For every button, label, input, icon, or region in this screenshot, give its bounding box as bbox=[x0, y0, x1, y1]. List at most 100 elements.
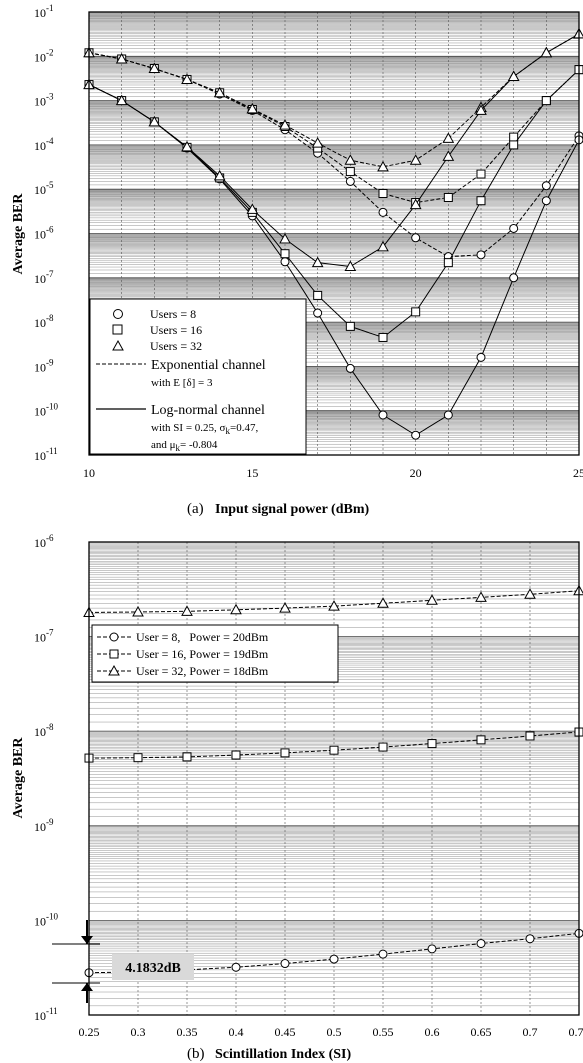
series-a-1-point bbox=[541, 181, 551, 191]
y-tick-label: 10-9 bbox=[34, 357, 54, 374]
series-a-6-point bbox=[475, 104, 487, 115]
series-b-1-point bbox=[427, 944, 437, 954]
series-a-3-point bbox=[377, 160, 389, 172]
chart-a-legend-box bbox=[89, 298, 307, 455]
series-a-6-point bbox=[181, 140, 193, 152]
y-tick-label: 10-4 bbox=[34, 136, 54, 153]
series-b-3-point bbox=[181, 605, 193, 616]
series-a-5-point bbox=[509, 140, 519, 150]
legend-exponential-channel: Exponential channel bbox=[151, 358, 266, 373]
x-tick-label: 25 bbox=[573, 466, 583, 480]
series-a-2-point bbox=[345, 167, 355, 177]
series-a-6-point bbox=[507, 70, 520, 81]
series-a-5-point bbox=[345, 321, 355, 331]
legend-b-entry-1: User = 8, Power = 20dBm bbox=[136, 630, 269, 644]
series-b-2-point bbox=[378, 742, 388, 752]
legend-square-marker bbox=[112, 324, 123, 335]
legend-users-8: Users = 8 bbox=[150, 307, 196, 321]
x-tick-label: 20 bbox=[410, 466, 422, 480]
chart-b-x-ticks: 0.25 0.3 0.35 0.4 0.45 0.5 0.55 0.6 0.65 0.7 0.75 bbox=[79, 1025, 583, 1039]
series-a-3-point bbox=[344, 154, 357, 165]
series-a-2-point bbox=[378, 188, 388, 198]
series-a-3-point bbox=[115, 52, 128, 64]
x-tick-label: 0.7 bbox=[523, 1025, 538, 1039]
series-a-3-point bbox=[181, 73, 193, 84]
legend-users-16: Users = 16 bbox=[150, 323, 202, 337]
series-a-3-point bbox=[442, 132, 455, 143]
series-a-5-point bbox=[411, 307, 421, 317]
y-tick-label: 10-8 bbox=[34, 722, 54, 739]
x-tick-label: 0.65 bbox=[471, 1025, 492, 1039]
series-b-1-point bbox=[280, 959, 290, 969]
y-tick-label: 10-1 bbox=[34, 3, 54, 20]
legend-lognormal-mu: and μk= -0.804 bbox=[151, 439, 218, 453]
x-tick-label: 0.6 bbox=[425, 1025, 440, 1039]
y-tick-label: 10-11 bbox=[34, 446, 58, 463]
series-b-3-line bbox=[88, 590, 580, 613]
series-a-4-point bbox=[411, 430, 421, 440]
series-b-3-point bbox=[377, 597, 389, 608]
x-tick-label: 10 bbox=[83, 466, 95, 480]
series-a-6-point bbox=[115, 94, 128, 106]
x-tick-label: 0.3 bbox=[131, 1025, 146, 1039]
chart-b-y-axis-label: Average BER bbox=[11, 737, 26, 819]
chart-a-legend: Users = 8 Users = 16 Users = 32 Exponent… bbox=[89, 298, 307, 455]
series-a-1-point bbox=[476, 250, 486, 260]
series-a-1-point bbox=[378, 207, 388, 217]
x-tick-label: 0.45 bbox=[275, 1025, 296, 1039]
series-a-6-point bbox=[246, 203, 259, 214]
series-a-6-point bbox=[409, 198, 422, 210]
y-tick-label: 10-8 bbox=[34, 313, 54, 330]
chart-a: 10-11 10-10 10-9 10-8 10-7 10-6 10-5 10-4 10-3 10… bbox=[11, 3, 583, 517]
series-a-4-point bbox=[313, 308, 323, 318]
chart-b-plot-frame bbox=[88, 541, 580, 1016]
x-tick-label: 0.5 bbox=[327, 1025, 342, 1039]
series-b-3-point bbox=[524, 588, 536, 599]
series-b-2-point bbox=[525, 731, 535, 741]
series-b-3-point bbox=[132, 605, 144, 617]
y-tick-label: 10-3 bbox=[34, 92, 54, 109]
legend-lognormal-channel: Log-normal channel bbox=[151, 403, 265, 418]
series-b-2-point bbox=[182, 752, 192, 762]
legend-b-square-marker bbox=[109, 649, 119, 659]
chart-a-x-ticks: 10 15 20 25 bbox=[83, 466, 583, 480]
series-a-4-point bbox=[280, 257, 290, 267]
series-a-3-point bbox=[279, 119, 291, 130]
series-b-2-point bbox=[280, 748, 290, 758]
series-a-3-point bbox=[246, 102, 259, 114]
series-b-2-point bbox=[427, 739, 437, 749]
legend-exponential-param: with E [δ] = 3 bbox=[151, 377, 213, 389]
y-tick-label: 10-7 bbox=[34, 269, 54, 286]
chart-b-legend-box bbox=[91, 624, 339, 683]
chart-b-annotation: 4.1832dB bbox=[52, 920, 194, 1003]
y-tick-label: 10-6 bbox=[34, 533, 54, 550]
series-a-5-point bbox=[541, 96, 551, 106]
chart-b-legend: User = 8, Power = 20dBm User = 16, Power… bbox=[91, 624, 339, 683]
y-tick-label: 10-9 bbox=[34, 817, 54, 834]
y-tick-label: 10-11 bbox=[34, 1006, 58, 1023]
series-a-6-point bbox=[148, 115, 161, 127]
series-a-5-point bbox=[476, 196, 486, 206]
legend-lognormal-param: with SI = 0.25, σk=0.47, bbox=[151, 422, 258, 436]
series-a-1-point bbox=[509, 223, 519, 233]
series-a-4-point bbox=[509, 273, 519, 283]
legend-b-entry-2: User = 16, Power = 19dBm bbox=[136, 647, 269, 661]
series-a-6-point bbox=[344, 260, 357, 271]
series-a-3-line bbox=[88, 33, 580, 168]
y-tick-label: 10-10 bbox=[34, 402, 58, 419]
series-a-3-point bbox=[409, 154, 422, 165]
series-a-2-point bbox=[509, 132, 519, 142]
series-b-3-point bbox=[279, 602, 291, 613]
series-a-3-point bbox=[148, 62, 161, 74]
series-a-6-point bbox=[213, 169, 226, 181]
x-tick-label: 0.35 bbox=[177, 1025, 198, 1039]
chart-b-y-ticks: 10-11 10-10 10-9 10-8 10-7 10-6 bbox=[34, 533, 58, 1023]
legend-b-circle-marker bbox=[109, 632, 119, 642]
y-tick-label: 10-7 bbox=[34, 628, 54, 645]
annotation-arrow-down-head bbox=[81, 936, 93, 944]
series-b-3-point bbox=[230, 603, 242, 615]
series-a-5-point bbox=[378, 332, 388, 342]
series-b-1-point bbox=[329, 954, 339, 964]
series-b-1-point bbox=[525, 934, 535, 944]
chart-a-x-axis-label: Input signal power (dBm) bbox=[215, 502, 370, 517]
